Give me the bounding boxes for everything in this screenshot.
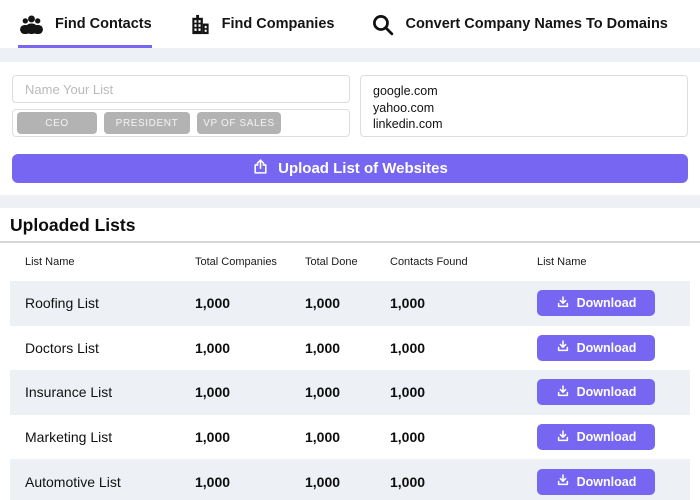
- table-row: Roofing List 1,000 1,000 1,000 Download: [10, 281, 690, 326]
- col-header-list-name: List Name: [25, 256, 75, 268]
- contacts-found: 1,000: [390, 473, 426, 490]
- table-header-row: List Name Total Companies Total Done Con…: [10, 243, 690, 281]
- download-label: Download: [576, 340, 637, 355]
- tag-president[interactable]: PRESIDENT: [104, 112, 190, 134]
- list-name-input[interactable]: [12, 75, 350, 103]
- col-header-total-done: Total Done: [305, 256, 358, 268]
- upload-icon: [252, 158, 269, 179]
- contacts-found: 1,000: [390, 384, 426, 401]
- contacts-found: 1,000: [390, 339, 426, 356]
- download-icon: [556, 339, 570, 356]
- title-divider: [0, 241, 700, 243]
- download-label: Download: [576, 430, 637, 445]
- col-header-contacts-found: Contacts Found: [390, 256, 468, 268]
- table-row: Insurance List 1,000 1,000 1,000 Downloa…: [10, 370, 690, 415]
- download-icon: [556, 295, 570, 312]
- table-row: Automotive List 1,000 1,000 1,000 Downlo…: [10, 459, 690, 500]
- col-header-total-companies: Total Companies: [195, 256, 277, 268]
- tab-find-contacts[interactable]: Find Contacts: [18, 0, 152, 48]
- tag-ceo[interactable]: CEO: [17, 112, 97, 134]
- job-title-tags-box: CEO PRESIDENT VP OF SALES: [12, 109, 350, 137]
- list-upload-form: CEO PRESIDENT VP OF SALES google.com yah…: [0, 62, 700, 195]
- contacts-found: 1,000: [390, 295, 426, 312]
- download-button[interactable]: Download: [537, 334, 655, 361]
- total-companies: 1,000: [195, 473, 231, 490]
- download-button[interactable]: Download: [537, 379, 655, 406]
- total-companies: 1,000: [195, 295, 231, 312]
- list-name: Automotive List: [25, 473, 121, 490]
- total-companies: 1,000: [195, 339, 231, 356]
- total-done: 1,000: [305, 429, 341, 446]
- total-done: 1,000: [305, 339, 341, 356]
- building-icon: [188, 13, 212, 36]
- list-name: Roofing List: [25, 295, 99, 312]
- search-icon: [370, 12, 395, 37]
- col-header-download: List Name: [537, 256, 587, 268]
- tag-vp-of-sales[interactable]: VP OF SALES: [197, 112, 281, 134]
- upload-list-button[interactable]: Upload List of Websites: [12, 154, 688, 183]
- tab-label: Find Companies: [221, 16, 335, 32]
- domains-textarea[interactable]: google.com yahoo.com linkedin.com: [360, 75, 688, 137]
- download-button[interactable]: Download: [537, 424, 655, 451]
- uploaded-lists-table: List Name Total Companies Total Done Con…: [10, 243, 690, 500]
- total-done: 1,000: [305, 473, 341, 490]
- tab-convert-company-names[interactable]: Convert Company Names To Domains: [370, 0, 668, 48]
- download-button[interactable]: Download: [537, 468, 655, 495]
- download-button[interactable]: Download: [537, 290, 655, 317]
- total-done: 1,000: [305, 384, 341, 401]
- download-label: Download: [576, 474, 637, 489]
- section-divider: [0, 195, 700, 208]
- download-icon: [556, 384, 570, 401]
- list-name: Insurance List: [25, 384, 113, 401]
- uploaded-lists-title: Uploaded Lists: [10, 215, 136, 235]
- uploaded-lists-section: Uploaded Lists List Name Total Companies…: [0, 208, 700, 500]
- tab-label: Convert Company Names To Domains: [405, 16, 668, 32]
- list-name: Doctors List: [25, 339, 99, 356]
- download-icon: [556, 429, 570, 446]
- list-name: Marketing List: [25, 429, 113, 446]
- contacts-found: 1,000: [390, 429, 426, 446]
- download-label: Download: [576, 296, 637, 311]
- table-row: Marketing List 1,000 1,000 1,000 Downloa…: [10, 415, 690, 460]
- total-companies: 1,000: [195, 384, 231, 401]
- table-row: Doctors List 1,000 1,000 1,000 Download: [10, 326, 690, 371]
- download-icon: [556, 473, 570, 490]
- section-divider: [0, 48, 700, 62]
- top-nav: Find Contacts: [0, 0, 700, 48]
- people-icon: [18, 14, 45, 35]
- download-label: Download: [576, 385, 637, 400]
- upload-button-label: Upload List of Websites: [278, 160, 448, 177]
- total-done: 1,000: [305, 295, 341, 312]
- tab-label: Find Contacts: [55, 16, 152, 32]
- tab-find-companies[interactable]: Find Companies: [188, 0, 335, 48]
- total-companies: 1,000: [195, 429, 231, 446]
